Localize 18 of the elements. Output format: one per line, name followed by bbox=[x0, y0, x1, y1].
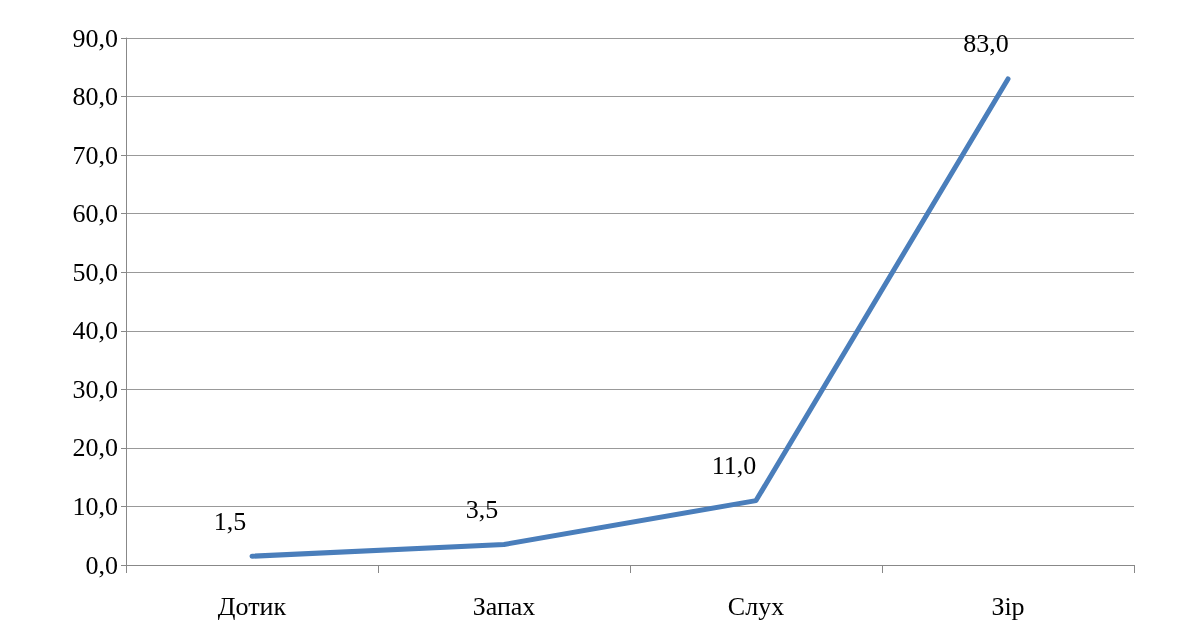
y-tick-label: 70,0 bbox=[72, 140, 118, 170]
y-tick-label: 10,0 bbox=[72, 491, 118, 521]
x-tick-label: Слух bbox=[727, 591, 785, 621]
y-tick-label: 40,0 bbox=[72, 316, 118, 346]
y-tick-label: 90,0 bbox=[72, 23, 118, 53]
y-tick-label: 80,0 bbox=[72, 82, 118, 112]
data-label: 11,0 bbox=[711, 451, 757, 481]
y-tick-label: 30,0 bbox=[72, 374, 118, 404]
y-tick-label: 0,0 bbox=[85, 550, 118, 580]
x-tick-label: Запах bbox=[472, 591, 536, 621]
y-tick-label: 50,0 bbox=[72, 257, 118, 287]
y-tick-label: 60,0 bbox=[72, 199, 118, 229]
data-label: 3,5 bbox=[465, 495, 499, 525]
y-tick-label: 20,0 bbox=[72, 433, 118, 463]
x-tick-label: Дотик bbox=[217, 591, 287, 621]
x-tick-label: Зір bbox=[991, 591, 1025, 621]
data-label: 1,5 bbox=[213, 506, 247, 536]
data-label: 83,0 bbox=[963, 29, 1009, 59]
